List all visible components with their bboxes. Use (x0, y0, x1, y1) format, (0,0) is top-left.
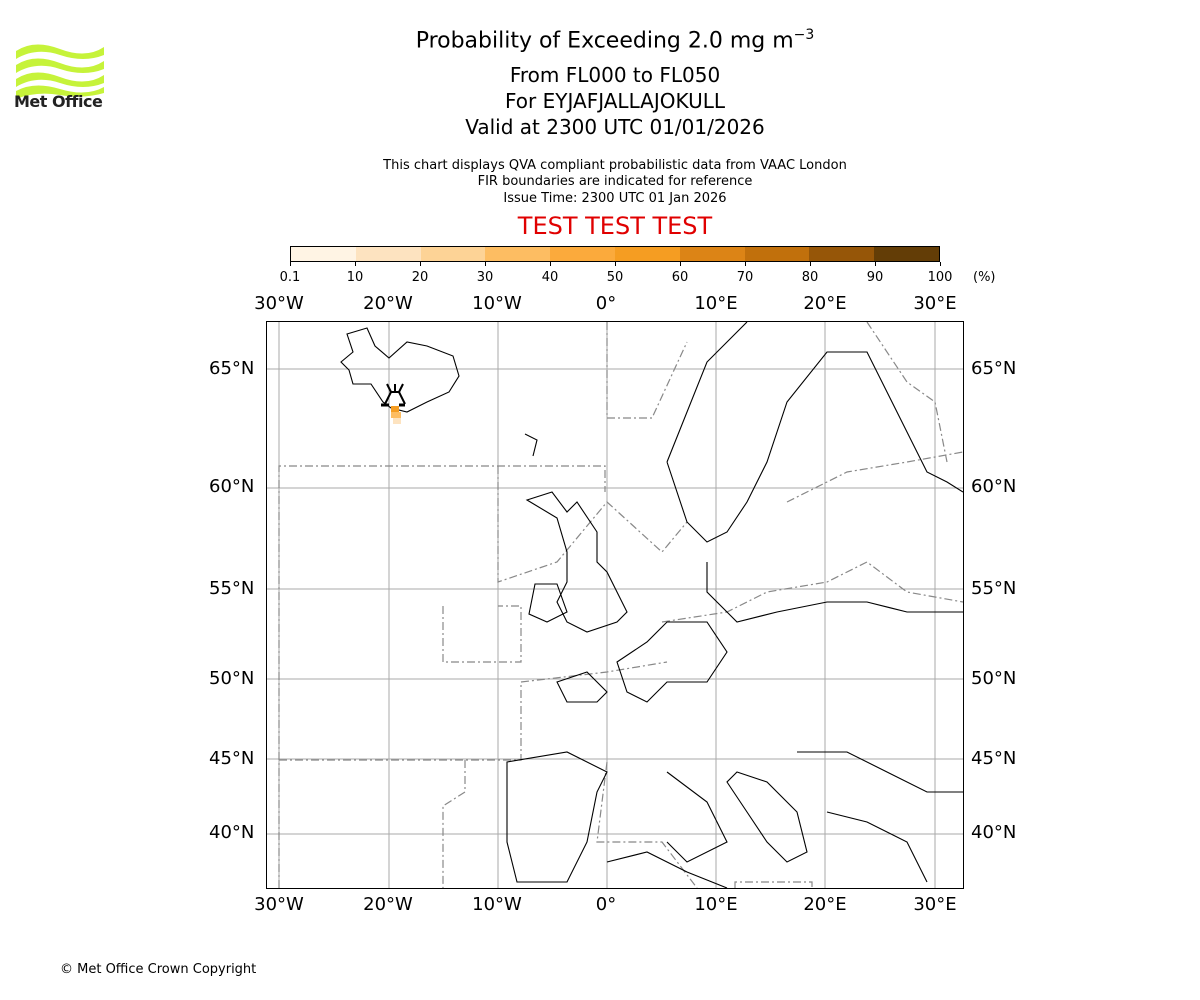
latitude-label: 40°N (209, 822, 255, 843)
issue-time: Issue Time: 2300 UTC 01 Jan 2026 (503, 191, 727, 206)
latitude-label: 45°N (209, 748, 255, 769)
colorbar-tick-mark (420, 262, 421, 266)
colorbar-tick-mark (485, 262, 486, 266)
colorbar-tick-label: 30 (476, 270, 494, 285)
latitude-label: 60°N (209, 476, 255, 497)
fir-note: FIR boundaries are indicated for referen… (477, 174, 753, 189)
volcano-icon (381, 383, 406, 407)
map-canvas (267, 322, 963, 888)
met-office-logo-text: Met Office (14, 92, 103, 111)
longitude-label: 30°E (913, 293, 957, 314)
longitude-label: 10°E (694, 894, 738, 915)
colorbar-tick-label: 0.1 (279, 270, 301, 285)
latitude-label: 65°N (971, 358, 1017, 379)
colorbar-tick-label: 60 (671, 270, 689, 285)
colorbar-tick-mark (680, 262, 681, 266)
colorbar-tick-label: 70 (736, 270, 754, 285)
colorbar-tick-mark (940, 262, 941, 266)
valid-time: Valid at 2300 UTC 01/01/2026 (465, 115, 765, 139)
longitude-label: 0° (595, 894, 617, 915)
colorbar-tick-mark (810, 262, 811, 266)
colorbar (290, 246, 940, 262)
ash-plume (391, 406, 401, 424)
colorbar-unit: (%) (973, 270, 996, 285)
longitude-label: 10°W (472, 894, 522, 915)
met-office-logo-icon (16, 44, 104, 99)
colorbar-tick-mark (355, 262, 356, 266)
latitude-label: 50°N (209, 668, 255, 689)
latitude-label: 50°N (971, 668, 1017, 689)
colorbar-tick-label: 20 (411, 270, 429, 285)
colorbar-tick-mark (615, 262, 616, 266)
longitude-label: 20°E (803, 293, 847, 314)
longitude-label: 20°W (363, 894, 413, 915)
colorbar-tick-mark (290, 262, 291, 266)
latitude-label: 55°N (971, 578, 1017, 599)
latitude-label: 65°N (209, 358, 255, 379)
copyright: © Met Office Crown Copyright (60, 962, 257, 977)
longitude-label: 10°E (694, 293, 738, 314)
longitude-label: 30°W (254, 293, 304, 314)
latitude-label: 55°N (209, 578, 255, 599)
chart-description: This chart displays QVA compliant probab… (383, 158, 847, 173)
longitude-label: 10°W (472, 293, 522, 314)
colorbar-tick-label: 10 (346, 270, 364, 285)
latitude-label: 60°N (971, 476, 1017, 497)
longitude-label: 30°E (913, 894, 957, 915)
longitude-label: 30°W (254, 894, 304, 915)
test-banner: TEST TEST TEST (517, 212, 713, 240)
latitude-label: 45°N (971, 748, 1017, 769)
longitude-label: 20°E (803, 894, 847, 915)
longitude-label: 0° (595, 293, 617, 314)
colorbar-tick-mark (550, 262, 551, 266)
colorbar-tick-label: 50 (606, 270, 624, 285)
volcano-name: For EYJAFJALLAJOKULL (505, 89, 725, 113)
longitude-label: 20°W (363, 293, 413, 314)
flight-level-range: From FL000 to FL050 (509, 63, 721, 87)
colorbar-tick-label: 90 (866, 270, 884, 285)
colorbar-tick-label: 40 (541, 270, 559, 285)
chart-title: Probability of Exceeding 2.0 mg m−3 (415, 27, 815, 54)
map-area[interactable] (266, 321, 964, 889)
colorbar-tick-label: 80 (801, 270, 819, 285)
colorbar-tick-mark (875, 262, 876, 266)
latitude-label: 40°N (971, 822, 1017, 843)
colorbar-tick-mark (745, 262, 746, 266)
colorbar-tick-label: 100 (927, 270, 953, 285)
